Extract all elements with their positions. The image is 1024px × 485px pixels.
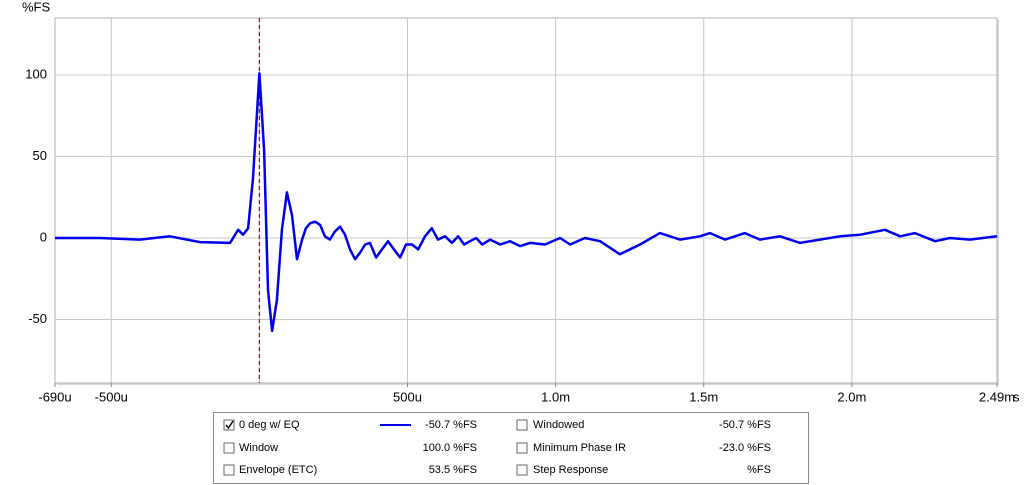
checkbox	[223, 419, 235, 431]
y-tick-label: 100	[25, 66, 47, 81]
legend-label: Windowed	[533, 419, 584, 431]
y-tick-label: 0	[40, 229, 47, 244]
checkbox	[516, 464, 528, 476]
legend: 0 deg w/ EQ -50.7 %FS Windowed -50.7 %FS Win…	[213, 412, 809, 484]
plot-area	[54, 17, 998, 384]
legend-label: Window	[239, 442, 278, 454]
checkbox	[223, 442, 235, 454]
legend-readout: -23.0 %FS	[719, 442, 771, 454]
x-tick-label: -500u	[95, 389, 128, 404]
legend-readout: 53.5 %FS	[429, 464, 477, 476]
y-tick-label: -50	[28, 311, 47, 326]
legend-readout: -50.7 %FS	[425, 419, 477, 431]
x-tick-label: 1.5m	[689, 389, 718, 404]
x-tick-label: 500u	[393, 389, 422, 404]
x-tick-label: 2.0m	[837, 389, 866, 404]
legend-readout: %FS	[747, 464, 771, 476]
legend-label: Minimum Phase IR	[533, 442, 626, 454]
x-tick-label: -690u	[38, 389, 71, 404]
checkbox	[516, 419, 528, 431]
legend-label: Step Response	[533, 464, 608, 476]
checkmark	[225, 420, 234, 430]
y-tick-label: 50	[33, 148, 47, 163]
legend-readout: -50.7 %FS	[719, 419, 771, 431]
y-axis-label: %FS	[22, 0, 51, 14]
series-line	[55, 72, 998, 333]
x-tick-label: 2.49m	[979, 389, 1015, 404]
legend-label: 0 deg w/ EQ	[239, 419, 300, 431]
legend-label: Envelope (ETC)	[239, 464, 317, 476]
legend-box	[213, 412, 809, 484]
checkbox	[516, 442, 528, 454]
x-axis-unit: s	[1013, 389, 1020, 404]
checkbox	[223, 464, 235, 476]
legend-readout: 100.0 %FS	[423, 442, 477, 454]
x-tick-label: 1.0m	[541, 389, 570, 404]
